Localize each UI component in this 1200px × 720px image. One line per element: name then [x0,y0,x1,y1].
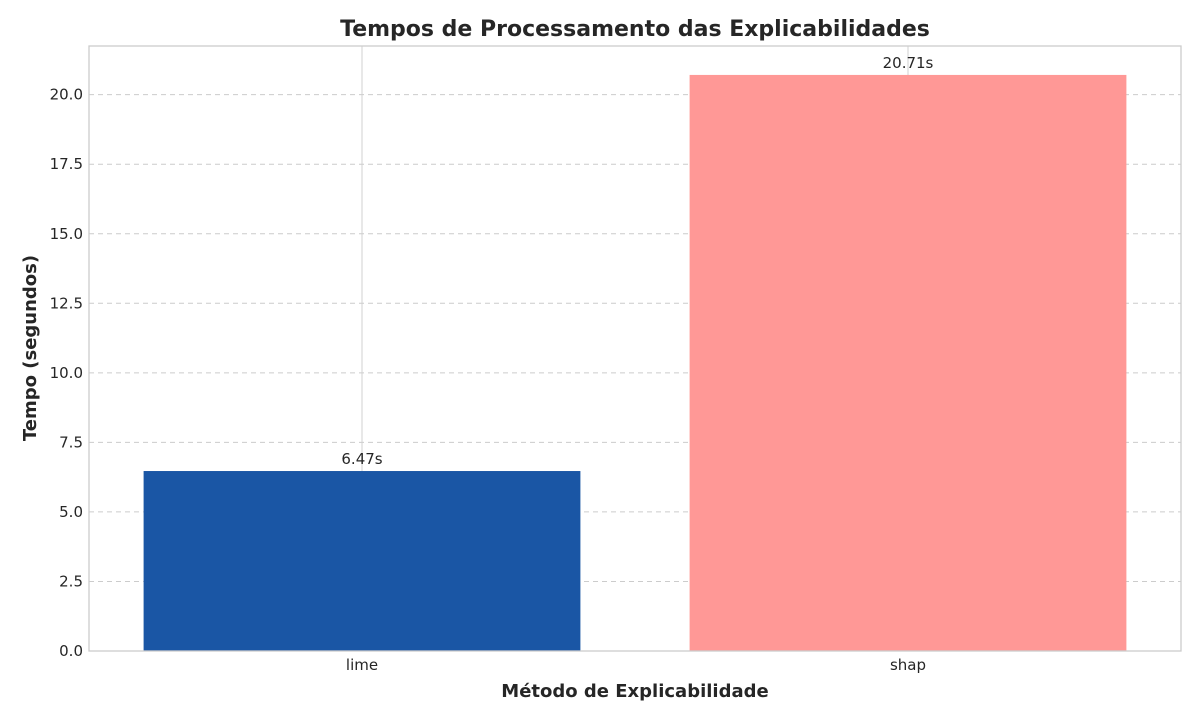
data-labels: 6.47s 20.71s [341,54,933,468]
x-tick-label-shap: shap [890,656,926,674]
plot-frame [88,45,1182,652]
bar-shap [689,74,1127,652]
y-tick-label: 0.0 [59,642,83,660]
y-tick-label: 7.5 [59,433,83,451]
y-tick-label: 5.0 [59,503,83,521]
data-label-shap: 20.71s [883,54,934,72]
y-tick-label: 2.5 [59,572,83,590]
y-tick-label: 10.0 [50,364,83,382]
bar-lime [143,471,581,651]
y-tick-label: 15.0 [50,225,83,243]
y-tick-label: 17.5 [50,155,83,173]
x-axis-label: Método de Explicabilidade [501,681,768,702]
y-axis-label: Tempo (segundos) [20,255,41,441]
chart-title: Tempos de Processamento das Explicabilid… [340,17,930,42]
data-label-lime: 6.47s [341,450,382,468]
x-axis-ticks: lime shap [346,656,926,674]
y-tick-label: 12.5 [50,294,83,312]
x-tick-label-lime: lime [346,656,378,674]
y-tick-label: 20.0 [50,86,83,104]
bars-layer [143,74,1127,652]
y-axis-ticks: 0.0 2.5 5.0 7.5 10.0 12.5 15.0 17.5 20.0 [50,86,83,660]
